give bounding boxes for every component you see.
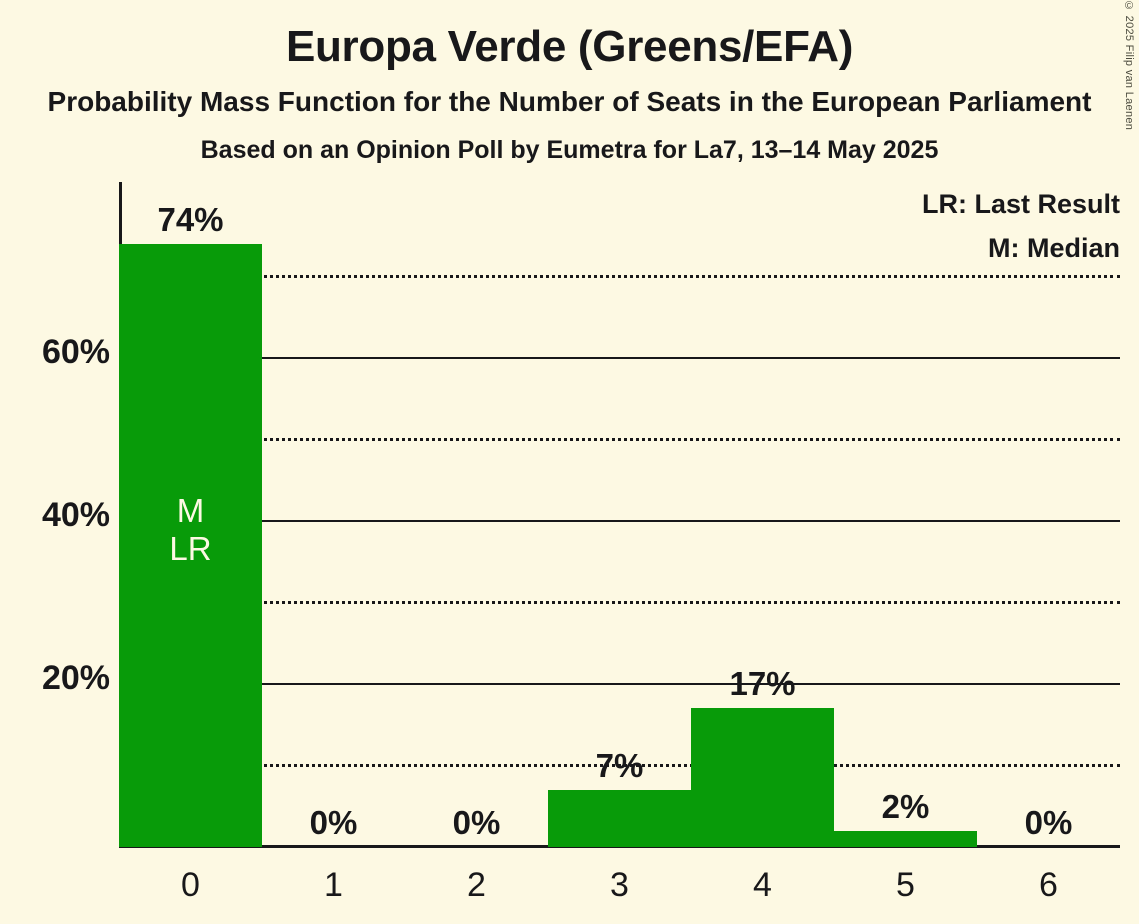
gridline-10 (119, 764, 1120, 768)
bar-value-label: 0% (309, 804, 358, 841)
bar (834, 830, 977, 847)
y-axis-tick-label: 40% (41, 495, 110, 534)
gridline-60 (119, 356, 1120, 359)
bar-value-label: 0% (1024, 804, 1073, 841)
legend-item-last-result: LR: Last Result (921, 189, 1120, 219)
page-title: Europa Verde (Greens/EFA) (285, 22, 854, 71)
bar (119, 243, 262, 847)
chart-legend: LR: Last Result M: Median (922, 182, 1120, 270)
bar-value-label: 74% (157, 200, 224, 238)
x-axis-tick-label: 4 (753, 866, 772, 904)
x-axis-tick-label: 6 (1039, 866, 1058, 904)
bar (691, 708, 834, 847)
chart-subtitle: Probability Mass Function for the Number… (47, 86, 1092, 117)
gridline-30 (119, 601, 1120, 605)
bar-value-label: 2% (881, 787, 930, 825)
bar-marker-m: M (176, 492, 205, 529)
bar-value-label: 7% (595, 746, 644, 784)
gridline-50 (119, 438, 1120, 442)
y-axis-tick-label: 60% (41, 332, 110, 371)
gridline-70 (119, 275, 1120, 279)
bar (548, 789, 691, 847)
x-axis-tick-label: 3 (610, 866, 629, 904)
x-axis-tick-label: 0 (181, 866, 200, 904)
bar-value-label: 0% (452, 804, 501, 841)
x-axis-tick-label: 5 (896, 866, 915, 904)
y-axis-tick-labels: 60% 40% 20% (0, 0, 110, 924)
legend-item-median: M: Median (988, 233, 1120, 263)
bar-marker-lr: LR (169, 530, 212, 567)
x-axis-tick-label: 2 (467, 866, 486, 904)
y-axis-tick-label: 20% (41, 658, 110, 697)
bar-value-label: 17% (729, 665, 796, 703)
gridline-40 (119, 519, 1120, 522)
chart-source-line: Based on an Opinion Poll by Eumetra for … (200, 136, 939, 164)
gridline-20 (119, 682, 1120, 685)
copyright-notice: © 2025 Filip van Laenen (1123, 0, 1135, 131)
plot-area (119, 182, 1120, 847)
x-axis-tick-label: 1 (324, 866, 343, 904)
